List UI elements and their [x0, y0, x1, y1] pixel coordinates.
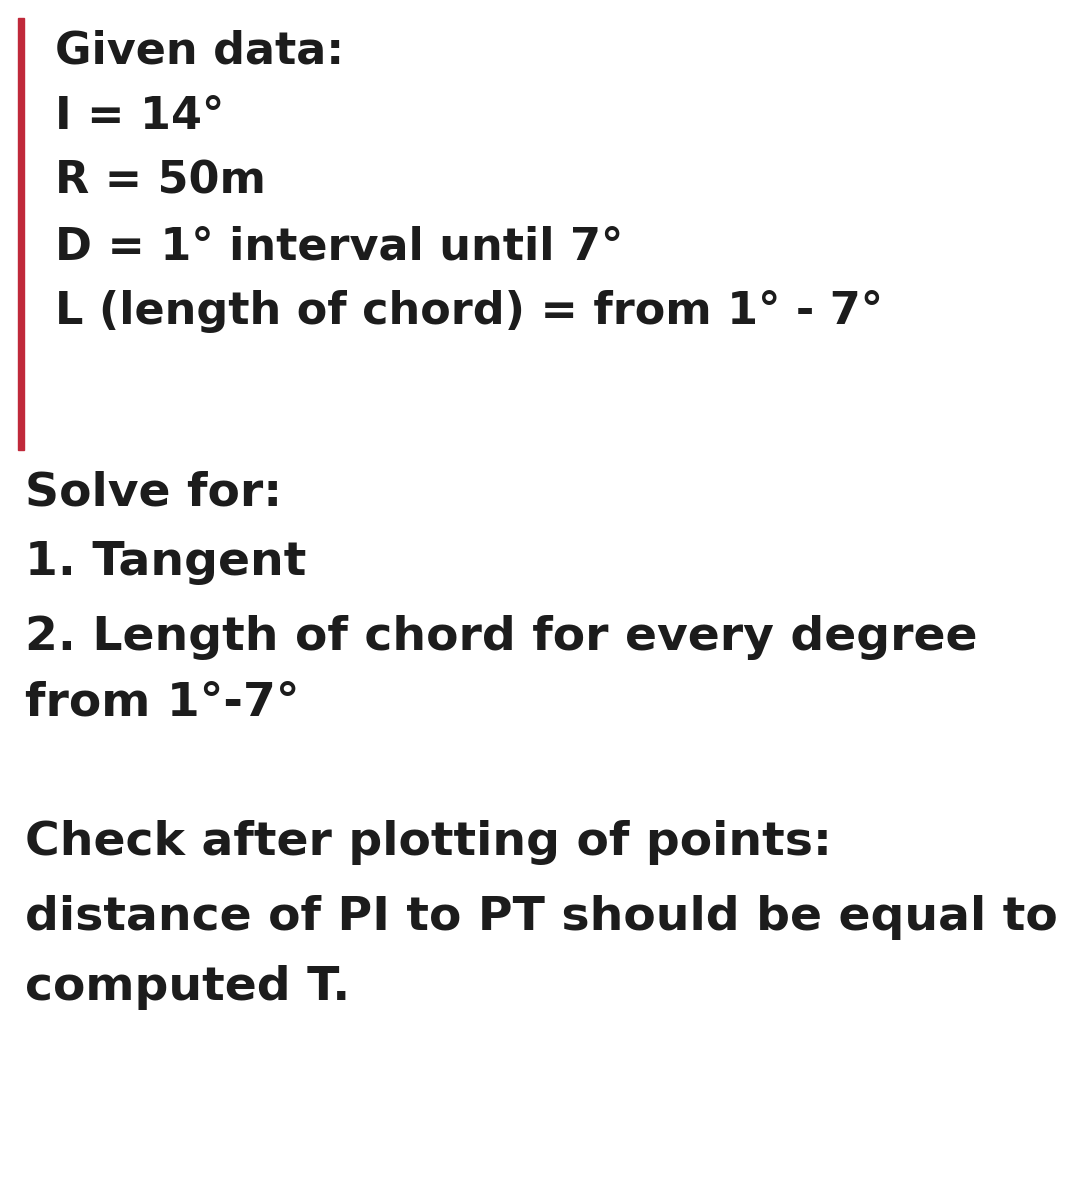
- Text: R = 50m: R = 50m: [55, 160, 266, 203]
- Text: L (length of chord) = from 1° - 7°: L (length of chord) = from 1° - 7°: [55, 290, 883, 332]
- Bar: [18, 18, 24, 450]
- Text: Check after plotting of points:: Check after plotting of points:: [25, 820, 831, 865]
- Text: computed T.: computed T.: [25, 965, 350, 1010]
- Text: 2. Length of chord for every degree: 2. Length of chord for every degree: [25, 614, 978, 660]
- Text: I = 14°: I = 14°: [55, 95, 224, 138]
- Text: D = 1° interval until 7°: D = 1° interval until 7°: [55, 226, 623, 268]
- Text: from 1°-7°: from 1°-7°: [25, 680, 299, 725]
- Text: Given data:: Given data:: [55, 30, 344, 73]
- Text: Solve for:: Solve for:: [25, 470, 282, 515]
- Text: distance of PI to PT should be equal to: distance of PI to PT should be equal to: [25, 895, 1058, 940]
- Text: 1. Tangent: 1. Tangent: [25, 540, 307, 584]
